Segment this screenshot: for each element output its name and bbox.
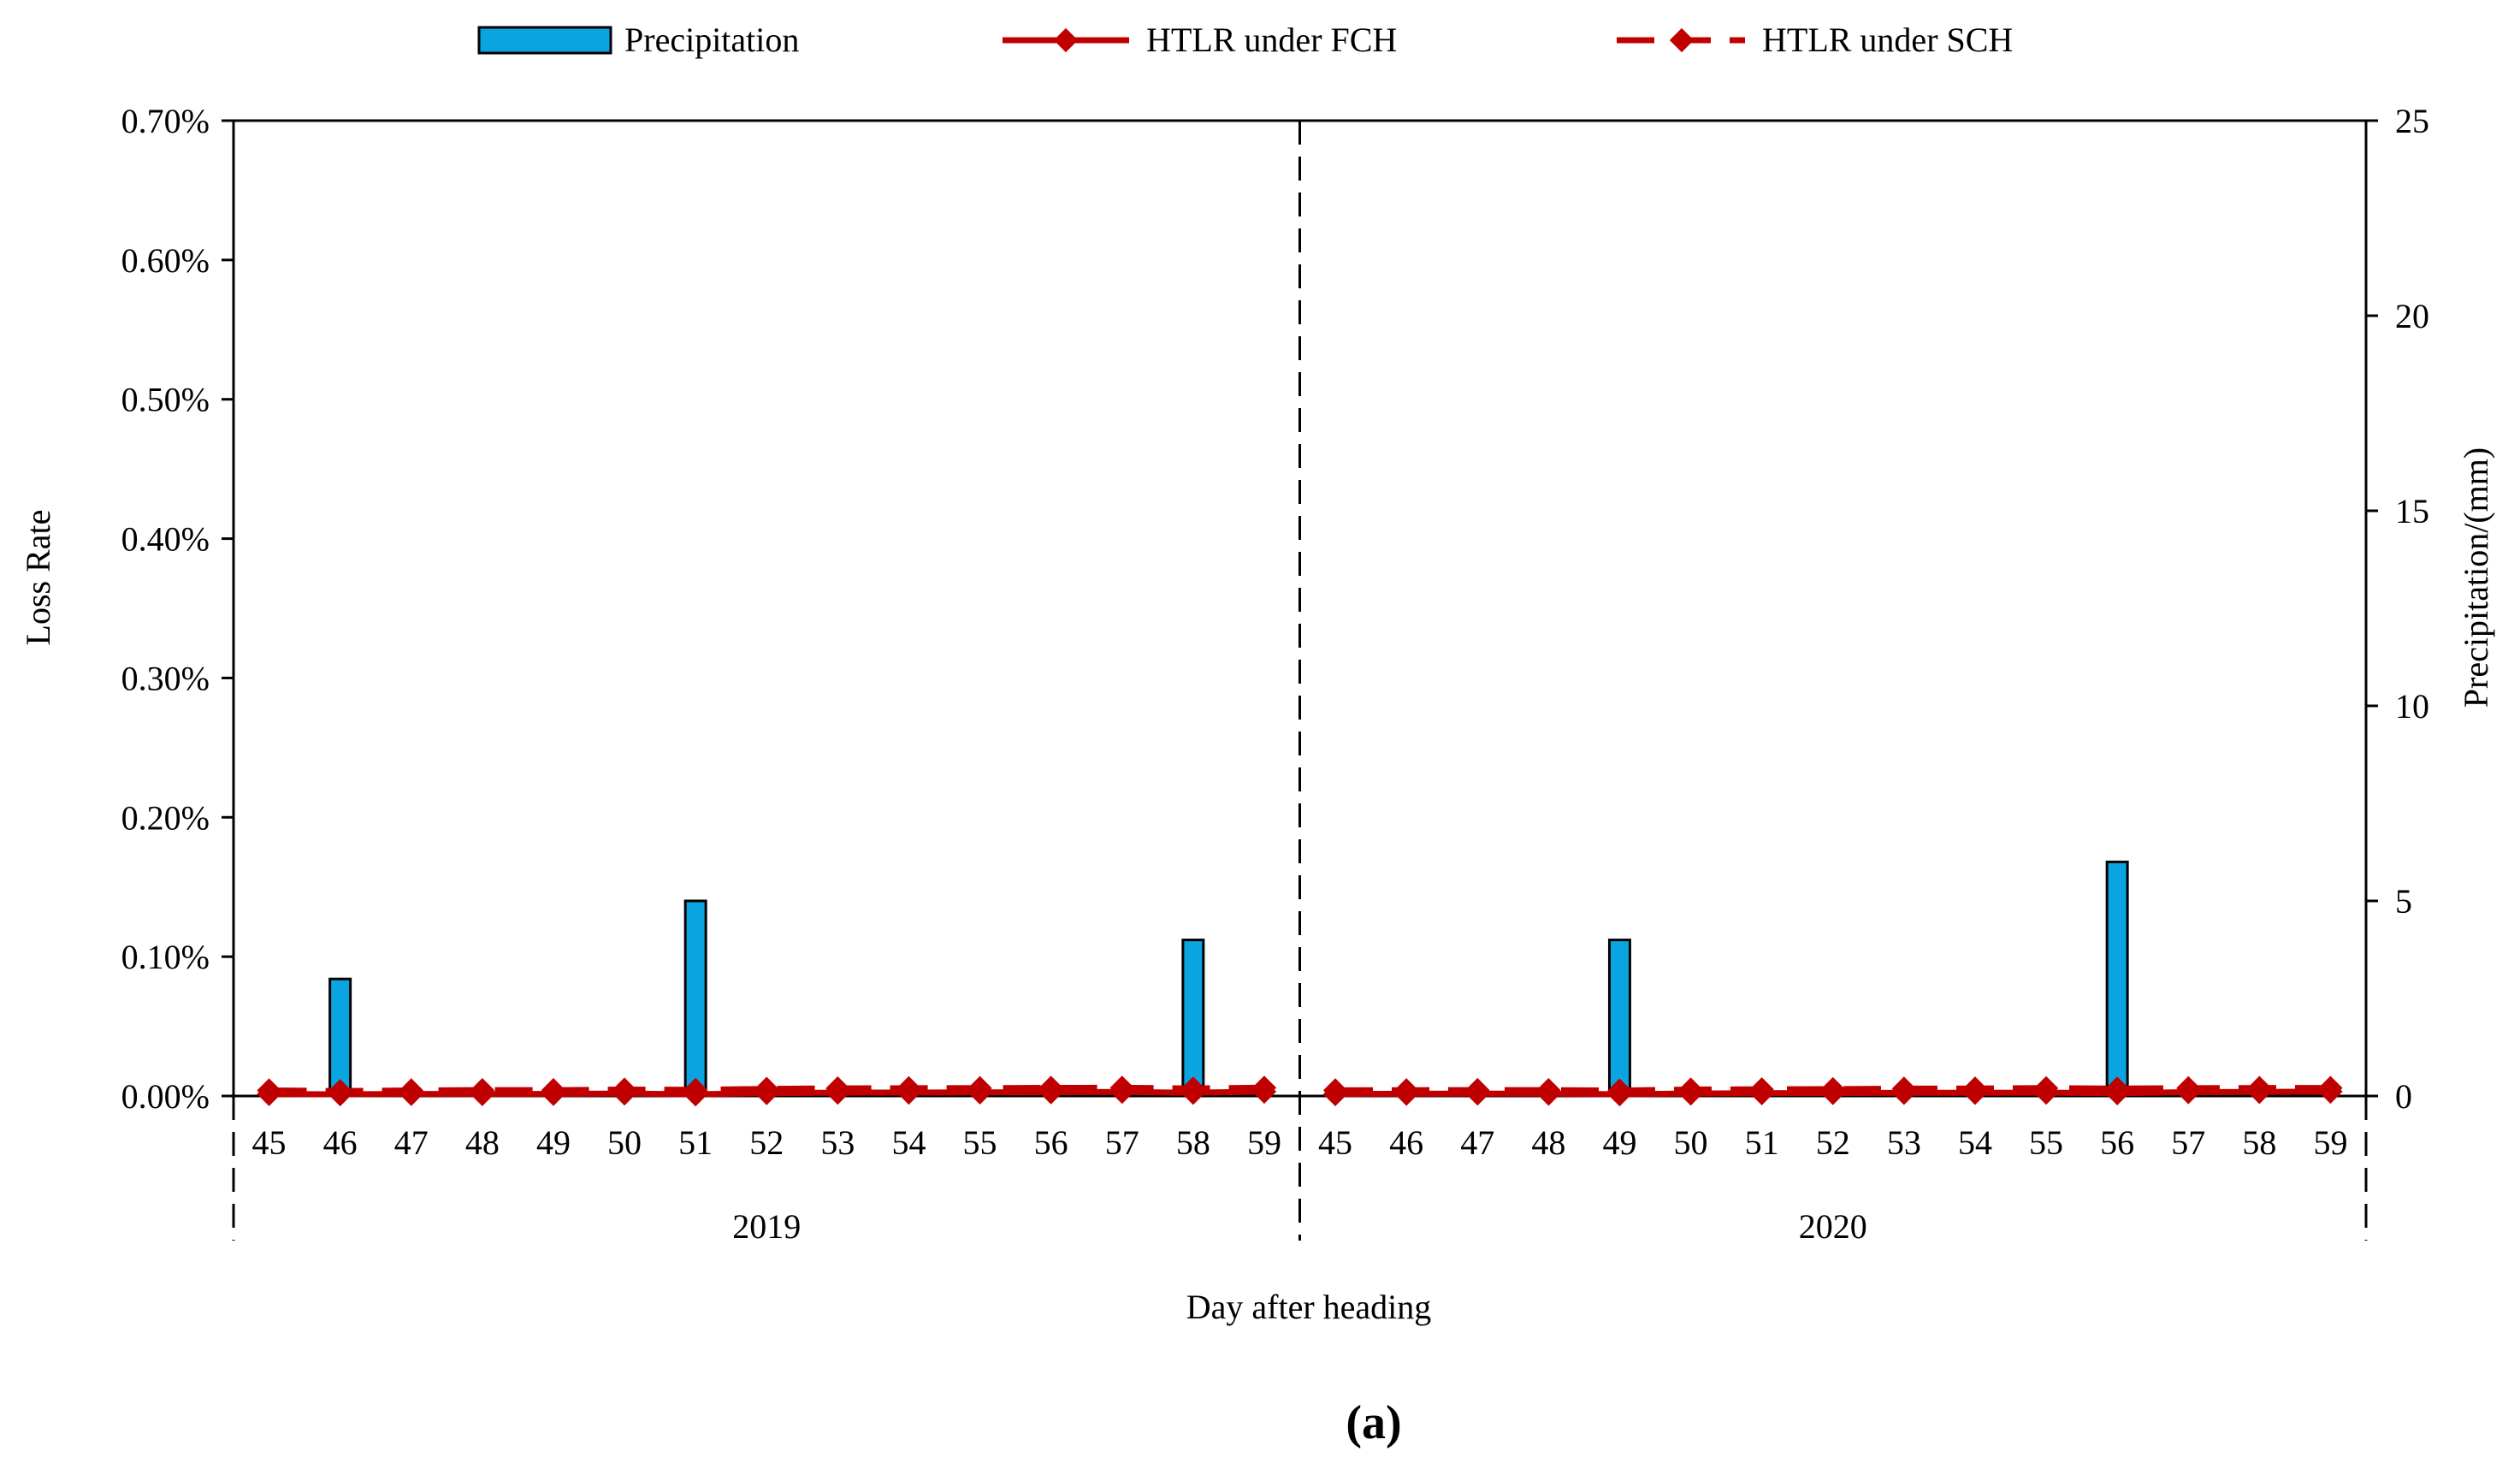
sch-point xyxy=(896,1075,921,1101)
y-left-tick-label: 0.00% xyxy=(121,1077,210,1116)
x-tick-label: 59 xyxy=(1247,1123,1281,1162)
x-tick-label: 49 xyxy=(536,1123,571,1162)
y-left-tick-label: 0.30% xyxy=(121,659,210,697)
sch-point xyxy=(541,1078,566,1103)
x-tick-label: 46 xyxy=(1389,1123,1423,1162)
x-tick-label: 54 xyxy=(891,1123,926,1162)
precipitation-bar xyxy=(328,977,352,1098)
sch-point xyxy=(1251,1075,1277,1100)
figure-caption: (a) xyxy=(1346,1396,1401,1449)
x-tick-label: 55 xyxy=(2029,1123,2063,1162)
plot-area: 0.00% 0.10% 0.20% 0.30% 0.40% 0.50% 0.60% 0.70%… xyxy=(121,102,2429,1246)
x-tick-label: 48 xyxy=(1531,1123,1565,1162)
sch-point xyxy=(2104,1076,2130,1101)
sch-point xyxy=(2318,1075,2343,1100)
sch-point xyxy=(1678,1077,1703,1102)
y-right-tick-label: 10 xyxy=(2395,687,2429,726)
sch-point xyxy=(1465,1077,1490,1103)
x-tick-label: 56 xyxy=(2100,1123,2134,1162)
x-tick-label: 57 xyxy=(1105,1123,1139,1162)
sch-point xyxy=(1322,1078,1348,1103)
x-tick-label: 54 xyxy=(1958,1123,1992,1162)
x-tick-label: 45 xyxy=(252,1123,287,1162)
x-tick-label: 53 xyxy=(1887,1123,1921,1162)
x-tick-label: 58 xyxy=(1176,1123,1210,1162)
sch-point xyxy=(1109,1075,1134,1100)
x-tick-label: 52 xyxy=(749,1123,784,1162)
x-tick-label: 49 xyxy=(1602,1123,1636,1162)
sch-point xyxy=(683,1077,708,1102)
sch-point xyxy=(825,1076,850,1101)
sch-point xyxy=(2247,1075,2272,1100)
y-left-tick-label: 0.70% xyxy=(121,102,210,140)
legend: Precipitation HTLR under FCH HTLR under … xyxy=(477,21,2013,59)
y-left-tick-label: 0.10% xyxy=(121,938,210,976)
legend-precipitation-swatch xyxy=(477,26,612,55)
group-label-2019: 2019 xyxy=(732,1207,801,1246)
x-tick-label: 52 xyxy=(1816,1123,1850,1162)
x-tick-label: 50 xyxy=(1674,1123,1708,1162)
x-tick-label: 51 xyxy=(1745,1123,1779,1162)
legend-sch-marker xyxy=(1669,27,1695,53)
y-right-tick-label: 25 xyxy=(2395,102,2429,140)
sch-point xyxy=(1038,1075,1063,1100)
legend-sch-label: HTLR under SCH xyxy=(1762,21,2013,59)
group-label-2020: 2020 xyxy=(1799,1207,1867,1246)
sch-point xyxy=(1891,1076,1916,1101)
precipitation-bar xyxy=(683,899,707,1098)
x-tick-label: 47 xyxy=(394,1123,429,1162)
sch-point xyxy=(754,1076,779,1101)
precipitation-bar xyxy=(1181,939,1205,1098)
legend-fch-marker xyxy=(1053,27,1079,53)
x-tick-label: 45 xyxy=(1318,1123,1352,1162)
x-tick-label: 48 xyxy=(465,1123,500,1162)
y-left-tick-label: 0.20% xyxy=(121,798,210,837)
sch-point xyxy=(1607,1078,1632,1103)
x-tick-label: 46 xyxy=(323,1123,358,1162)
legend-precipitation-label: Precipitation xyxy=(624,21,799,59)
sch-point xyxy=(399,1078,423,1103)
x-tick-label: 59 xyxy=(2313,1123,2347,1162)
y-right-tick-label: 20 xyxy=(2395,297,2429,335)
x-tick-label: 51 xyxy=(678,1123,713,1162)
y-right-tick-label: 15 xyxy=(2395,492,2429,530)
y-left-tick-label: 0.60% xyxy=(121,241,210,280)
y-right-tick-label: 5 xyxy=(2395,882,2412,921)
x-axis-label: Day after heading xyxy=(1186,1288,1432,1326)
legend-fch-label: HTLR under FCH xyxy=(1146,21,1397,59)
y-left-tick-label: 0.40% xyxy=(121,520,210,559)
precipitation-bar xyxy=(1607,939,1631,1098)
x-tick-label: 58 xyxy=(2242,1123,2276,1162)
sch-point xyxy=(1536,1078,1561,1103)
x-tick-label: 57 xyxy=(2171,1123,2205,1162)
sch-point xyxy=(470,1077,494,1103)
precipitation-bar xyxy=(2105,860,2129,1098)
y-left-tick-label: 0.50% xyxy=(121,381,210,419)
y-right-tick-label: 0 xyxy=(2395,1077,2412,1116)
sch-point xyxy=(967,1075,992,1100)
sch-point xyxy=(1962,1076,1988,1101)
sch-point xyxy=(612,1077,637,1102)
x-tick-label: 50 xyxy=(607,1123,642,1162)
x-tick-label: 47 xyxy=(1460,1123,1494,1162)
y-axis-left-label: Loss Rate xyxy=(19,510,57,646)
sch-point xyxy=(2033,1075,2059,1100)
x-tick-label: 56 xyxy=(1034,1123,1068,1162)
x-tick-label: 55 xyxy=(963,1123,997,1162)
sch-point xyxy=(2176,1075,2201,1100)
y-axis-right-label: Precipitation/(mm) xyxy=(2457,447,2495,708)
x-tick-label: 53 xyxy=(820,1123,855,1162)
sch-point xyxy=(1180,1076,1205,1101)
